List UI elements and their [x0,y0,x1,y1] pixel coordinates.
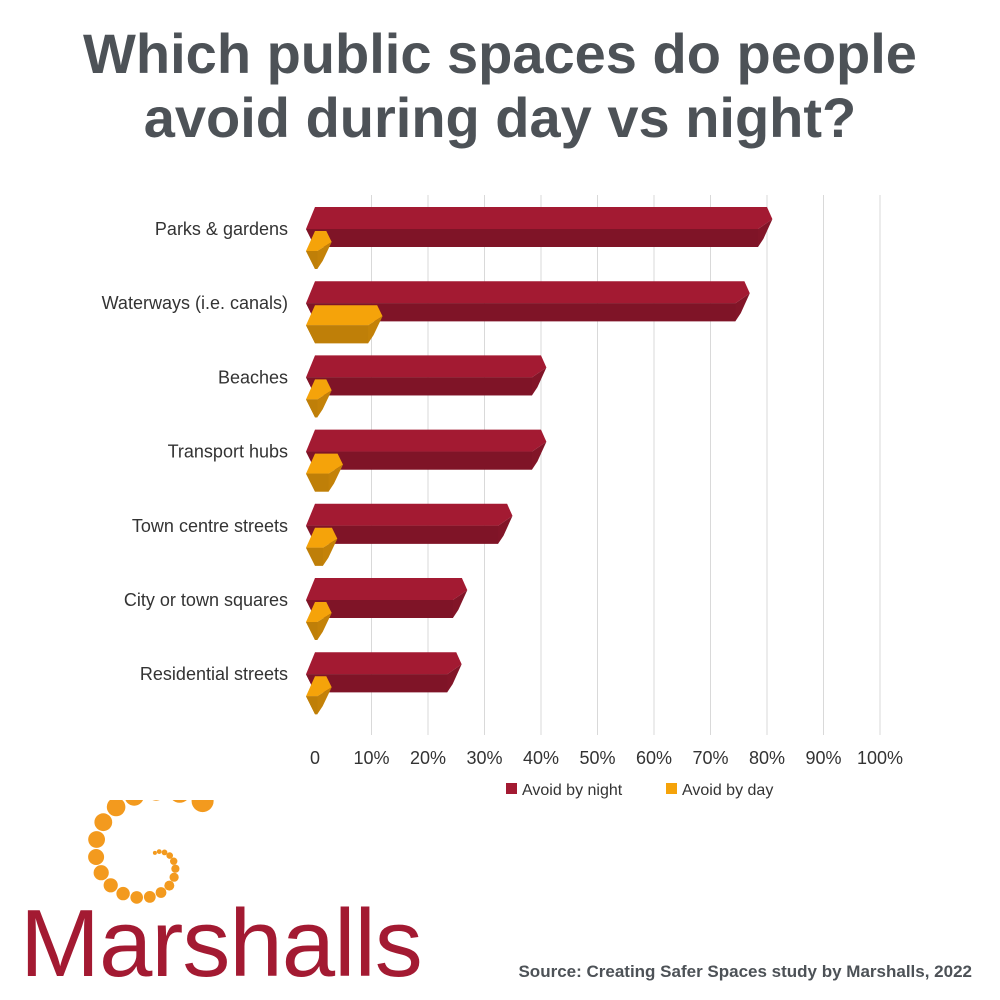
logo-dot [191,800,214,813]
bar-night [306,281,750,322]
bar-day [306,676,332,715]
category-labels: Parks & gardens Waterways (i.e. canals) Be… [102,219,288,684]
x-tick-label: 70% [692,748,728,768]
logo-dot [152,800,160,801]
bar-day [306,231,332,269]
chart-legend: Avoid by night Avoid by day [506,782,773,799]
x-tick-label: 30% [466,748,502,768]
x-tick-label: 20% [410,748,446,768]
logo-dot [93,865,109,881]
logo-dot [103,878,118,893]
logo-dot [116,886,130,901]
x-tick-label: 90% [805,748,841,768]
x-tick-label: 60% [636,748,672,768]
chart-title: Which public spaces do people avoid duri… [0,22,1000,150]
x-axis-ticks: 0 10% 20% 30% 40% 50% 60% 70% 80% 90% 100% [310,748,903,768]
category-label: Parks & gardens [155,219,288,239]
x-tick-label: 40% [523,748,559,768]
x-tick-label: 50% [579,748,615,768]
logo-dot [161,849,168,856]
x-tick-label: 10% [353,748,389,768]
bar-day [306,602,332,640]
legend-label: Avoid by day [682,782,773,799]
logo-dot [169,872,179,882]
category-label: Beaches [218,367,288,387]
legend-swatch [666,783,677,794]
logo-dot [125,800,144,806]
bar-night [306,652,462,693]
orange-dot-spiral-icon [88,800,214,904]
legend-swatch [506,783,517,794]
chart-bars [306,207,773,715]
logo-dot [170,857,178,865]
bar-night [306,578,468,618]
logo-dot [152,850,157,855]
logo-dot [172,800,187,803]
bar-day [306,527,338,566]
bar-day [306,453,343,492]
bar-day [306,379,332,418]
logo-dot [171,864,180,873]
x-tick-label: 80% [749,748,785,768]
logo-dot [156,849,162,854]
category-label: Waterways (i.e. canals) [102,293,288,313]
category-label: Transport hubs [168,442,288,462]
legend-label: Avoid by night [522,782,623,799]
bar-day [306,305,383,344]
chart-title-line-1: Which public spaces do people [83,22,917,85]
bar-night [306,429,547,470]
logo-dot [164,880,175,891]
logo-dot [88,849,105,865]
logo-dot [143,891,156,903]
logo-dot [166,852,173,859]
logo-dot [155,887,167,898]
brand-logo-text: Marshalls [20,890,423,997]
logo-dot [94,813,113,832]
bar-night [306,503,513,544]
x-tick-label: 100% [857,748,903,768]
logo-dot [106,800,126,817]
category-label: City or town squares [124,590,288,610]
logo-dot [130,891,143,904]
category-label: Residential streets [140,664,288,684]
category-label: Town centre streets [132,516,288,536]
bar-night [306,207,773,247]
source-note: Source: Creating Safer Spaces study by M… [518,962,972,981]
bar-night [306,355,547,396]
chart-title-line-2: avoid during day vs night? [143,86,857,149]
logo-dot [88,831,105,848]
x-tick-label: 0 [310,748,320,768]
